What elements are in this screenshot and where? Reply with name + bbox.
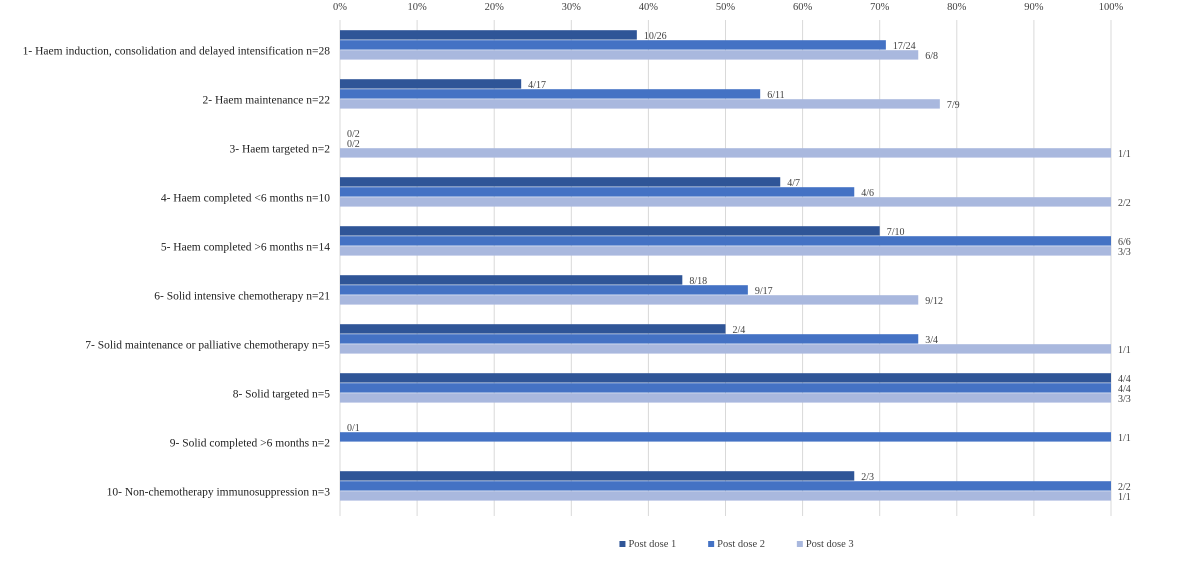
data-label: 9/17 [755,286,773,297]
bar [340,491,1111,501]
bar [340,226,880,236]
data-label: 3/4 [925,335,938,346]
bar [340,432,1111,442]
data-label: 7/9 [947,100,960,111]
category-label: 4- Haem completed <6 months n=10 [161,193,330,205]
data-label: 7/10 [887,227,905,238]
data-label: 4/4 [1118,384,1131,395]
data-label: 10/26 [644,31,667,42]
bar [340,324,726,334]
bar [340,50,919,60]
category-label: 1- Haem induction, consolidation and del… [23,46,331,58]
category-label: 7- Solid maintenance or palliative chemo… [85,340,330,352]
bar [340,89,761,99]
data-label: 6/8 [925,51,938,62]
legend-label: Post dose 3 [806,539,854,550]
category-label: 5- Haem completed >6 months n=14 [161,242,330,254]
data-label: 2/4 [733,325,746,336]
bar [340,197,1111,207]
category-label: 6- Solid intensive chemotherapy n=21 [154,291,330,303]
bar [340,148,1111,158]
bar [340,187,855,197]
data-label: 6/6 [1118,237,1131,248]
data-label: 3/3 [1118,247,1131,258]
x-tick-label: 50% [716,2,736,13]
bar [340,285,748,295]
data-label: 4/6 [861,188,874,199]
bar [340,79,522,89]
data-label: 9/12 [925,296,943,307]
category-label: 2- Haem maintenance n=22 [202,95,330,107]
data-label: 17/24 [893,41,916,52]
bar [340,246,1111,256]
x-tick-label: 60% [793,2,813,13]
data-label: 4/4 [1118,374,1131,385]
x-tick-label: 90% [1024,2,1044,13]
bar [340,236,1111,246]
bar [340,471,855,481]
x-axis-tick-labels: 0% 10% 20% 30% 40% 50% 60% 70% 80% 90% 100% [333,2,1124,13]
bar [340,30,637,40]
bar [340,393,1111,403]
data-label: 1/1 [1118,149,1131,160]
bars [340,30,1111,501]
bar [340,373,1111,383]
bar [340,383,1111,393]
legend-swatch [619,541,626,547]
legend-swatch [796,541,803,547]
data-label: 4/17 [528,80,546,91]
category-labels: 1- Haem induction, consolidation and del… [23,46,331,499]
data-label: 2/3 [861,472,874,483]
bar [340,344,1111,354]
data-label: 0/2 [347,139,360,150]
data-label: 8/18 [689,276,707,287]
category-label: 3- Haem targeted n=2 [230,144,331,156]
data-label: 4/7 [787,178,800,189]
legend-swatch [708,541,715,547]
bar [340,295,919,305]
bar [340,40,886,50]
bar [340,177,781,187]
x-tick-label: 10% [407,2,427,13]
data-label: 3/3 [1118,394,1131,405]
bar [340,275,683,285]
bar [340,334,919,344]
category-label: 8- Solid targeted n=5 [233,389,331,401]
data-label: 2/2 [1118,482,1131,493]
legend-label: Post dose 1 [628,539,676,550]
x-tick-label: 40% [639,2,659,13]
bar [340,99,940,109]
data-label: 0/1 [347,423,360,434]
x-tick-label: 100% [1099,2,1124,13]
bar [340,481,1111,491]
data-label: 6/11 [767,90,784,101]
data-label: 1/1 [1118,345,1131,356]
data-label: 2/2 [1118,198,1131,209]
legend-label: Post dose 2 [717,539,765,550]
x-tick-label: 20% [485,2,505,13]
data-labels: 10/26 4/17 0/2 4/7 7/10 8/18 2/4 4/4 0/1 2/3 17/24… [347,31,1131,503]
data-label: 1/1 [1118,433,1131,444]
x-tick-label: 70% [870,2,890,13]
category-label: 9- Solid completed >6 months n=2 [170,438,330,450]
x-tick-label: 0% [333,2,347,13]
x-tick-label: 30% [562,2,582,13]
legend: Post dose 1 Post dose 2 Post dose 3 [619,539,854,550]
data-label: 0/2 [347,129,360,140]
data-label: 1/1 [1118,492,1131,503]
x-tick-label: 80% [947,2,967,13]
category-label: 10- Non-chemotherapy immunosuppression n… [107,487,331,499]
